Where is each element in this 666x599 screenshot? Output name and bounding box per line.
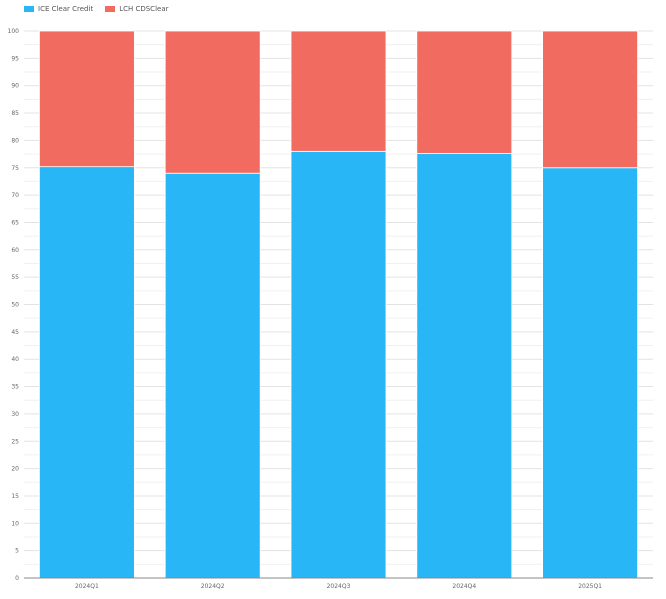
y-tick-label: 100 [8, 28, 20, 35]
y-tick-label: 85 [11, 110, 19, 117]
y-tick-label: 45 [11, 329, 19, 336]
y-tick-label: 75 [11, 165, 19, 172]
bar-ice-clear-credit [164, 172, 261, 579]
y-tick-label: 90 [11, 83, 19, 90]
y-tick-label: 60 [11, 247, 19, 254]
bar-lch-cdsclear [290, 30, 387, 152]
legend-swatch-ice-clear-credit [24, 6, 34, 12]
y-tick-label: 95 [11, 55, 19, 62]
y-tick-label: 25 [11, 438, 19, 445]
y-tick-label: 80 [11, 137, 19, 144]
y-tick-label: 40 [11, 356, 19, 363]
bar-lch-cdsclear [542, 30, 638, 169]
legend-swatch-lch-cdsclear [105, 6, 116, 12]
x-tick-label: 2024Q4 [452, 583, 476, 590]
legend: ICE Clear Credit LCH CDSClear [24, 5, 169, 13]
y-tick-label: 0 [15, 575, 19, 582]
legend-item-lch-cdsclear[interactable]: LCH CDSClear [105, 5, 169, 13]
y-tick-label: 35 [11, 384, 19, 391]
legend-item-ice-clear-credit[interactable]: ICE Clear Credit [24, 5, 93, 13]
bar-ice-clear-credit [416, 153, 513, 579]
bar-lch-cdsclear [416, 30, 513, 154]
y-tick-label: 10 [11, 520, 19, 527]
y-tick-label: 50 [11, 302, 19, 309]
y-tick-label: 5 [15, 548, 19, 555]
y-tick-label: 15 [11, 493, 19, 500]
bar-lch-cdsclear [164, 30, 261, 174]
legend-label-ice-clear-credit: ICE Clear Credit [38, 5, 94, 13]
bar-ice-clear-credit [39, 166, 135, 579]
bar-ice-clear-credit [542, 167, 638, 579]
legend-label-lch-cdsclear: LCH CDSClear [119, 5, 169, 13]
x-tick-label: 2024Q3 [327, 583, 351, 590]
x-tick-label: 2024Q2 [201, 583, 225, 590]
bar-lch-cdsclear [39, 30, 135, 168]
x-tick-label: 2024Q1 [75, 583, 99, 590]
x-tick-label: 2025Q1 [578, 583, 602, 590]
y-tick-label: 55 [11, 274, 19, 281]
y-tick-label: 20 [11, 466, 19, 473]
y-tick-label: 65 [11, 219, 19, 226]
y-tick-label: 70 [11, 192, 19, 199]
y-tick-label: 30 [11, 411, 19, 418]
bar-ice-clear-credit [290, 150, 387, 579]
